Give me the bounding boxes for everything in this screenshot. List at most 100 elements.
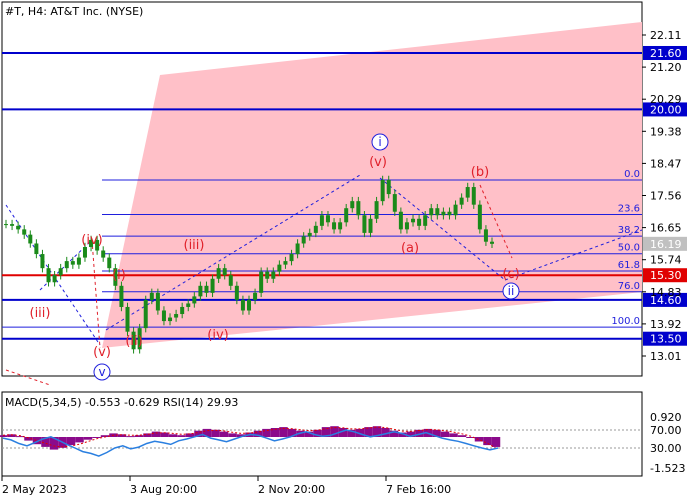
- macd-bar: [398, 432, 407, 437]
- candle-body: [34, 243, 39, 255]
- candle-body: [404, 222, 409, 230]
- wave-label: (iv): [207, 328, 228, 343]
- macd-bar: [66, 437, 76, 446]
- indicator-tick-label: 30.00: [650, 442, 682, 455]
- macd-bar: [338, 428, 348, 437]
- wave-label: (v): [369, 155, 387, 170]
- macd-bar: [49, 437, 59, 450]
- y-tick-label: 22.11: [650, 29, 682, 42]
- candle-body: [356, 201, 361, 216]
- macd-bar: [279, 427, 288, 437]
- fib-label: 100.0: [611, 316, 640, 327]
- candle-body: [325, 215, 330, 223]
- candle-body: [216, 268, 221, 279]
- macd-bar: [304, 431, 314, 437]
- candle-body: [453, 204, 458, 216]
- candle-body: [234, 285, 239, 300]
- candle-body: [210, 278, 215, 293]
- macd-bar: [202, 428, 212, 437]
- candle-body: [204, 285, 209, 293]
- candle-body: [186, 303, 191, 307]
- candle-body: [398, 211, 403, 230]
- wave-label-major: v: [98, 365, 105, 379]
- candle-body: [435, 208, 440, 216]
- candle-body: [465, 187, 470, 198]
- candle-body: [459, 197, 464, 205]
- indicator-panel-frame: [1, 391, 643, 477]
- macd-bar: [24, 437, 33, 441]
- wave-label: (c): [502, 267, 519, 282]
- candle-body: [301, 236, 306, 244]
- macd-bar: [83, 437, 93, 440]
- y-tick-label: 21.20: [650, 61, 682, 74]
- price-level-tag: [643, 292, 687, 307]
- candle-body: [95, 239, 100, 251]
- macd-bar: [134, 435, 144, 437]
- x-tick-label: 2 Nov 20:00: [258, 483, 325, 496]
- price-level-tag: [643, 331, 687, 346]
- candle-body: [374, 201, 379, 219]
- candle-body: [46, 268, 51, 283]
- macd-bar: [75, 437, 84, 443]
- candle-body: [192, 296, 197, 304]
- indicator-title: MACD(5,34,5) -0.553 -0.629 RSI(14) 29.93: [5, 396, 238, 409]
- macd-bar: [194, 430, 203, 437]
- candle-body: [64, 261, 69, 269]
- wave-circle: [93, 363, 111, 381]
- macd-bar: [491, 437, 501, 447]
- candle-body: [10, 224, 15, 226]
- wave-label: (a): [401, 241, 419, 256]
- candle-body: [16, 225, 21, 230]
- indicator-tick-label: 0.920: [650, 411, 682, 424]
- macd-bar: [15, 436, 25, 438]
- macd-bar: [381, 428, 390, 437]
- macd-bar: [7, 434, 16, 437]
- macd-bar: [389, 430, 399, 437]
- candle-body: [392, 194, 397, 212]
- candle-body: [58, 268, 63, 276]
- candle-body: [368, 218, 373, 233]
- y-tick-label: 17.56: [650, 190, 682, 203]
- macd-bar: [0, 435, 8, 437]
- candle-body: [143, 299, 148, 329]
- y-tick-label: 19.38: [650, 125, 682, 138]
- candle-body: [289, 254, 294, 262]
- price-channel: [102, 22, 642, 348]
- macd-bar: [253, 430, 263, 437]
- x-tick-label: 3 Aug 20:00: [130, 483, 197, 496]
- macd-bar: [126, 436, 135, 438]
- macd-bar: [440, 431, 450, 437]
- candle-body: [447, 211, 452, 216]
- candle-body: [265, 271, 270, 279]
- wave-label-major: i: [378, 135, 381, 149]
- y-tick-label: 18.47: [650, 157, 682, 170]
- candle-body: [429, 208, 434, 216]
- candle-body: [155, 292, 160, 311]
- macd-bar: [168, 434, 178, 437]
- candle-body: [253, 292, 258, 300]
- wave-label: (iii): [184, 238, 205, 253]
- wave-guide: [479, 184, 513, 259]
- candle-body: [380, 179, 385, 202]
- price-level-tag: [643, 45, 687, 60]
- candle-body: [22, 229, 27, 235]
- wave-label-major: ii: [508, 284, 515, 298]
- candle-body: [338, 222, 343, 230]
- y-tick-label: 14.83: [650, 286, 682, 299]
- candle-body: [52, 275, 57, 283]
- candle-body: [313, 225, 318, 233]
- wave-guide: [504, 229, 643, 281]
- y-tick-label: 13.92: [650, 318, 682, 331]
- current-price-tag: [643, 236, 687, 251]
- candle-body: [40, 254, 45, 269]
- wave-guide: [5, 204, 101, 346]
- candle-body: [174, 314, 179, 318]
- macd-bar: [219, 431, 229, 437]
- wave-guide: [5, 369, 51, 386]
- candle-body: [228, 275, 233, 286]
- candle-body: [490, 241, 494, 244]
- candle-body: [417, 218, 422, 226]
- macd-bar: [236, 434, 246, 437]
- fib-label: 0.0: [624, 169, 640, 180]
- macd-bar: [41, 437, 50, 447]
